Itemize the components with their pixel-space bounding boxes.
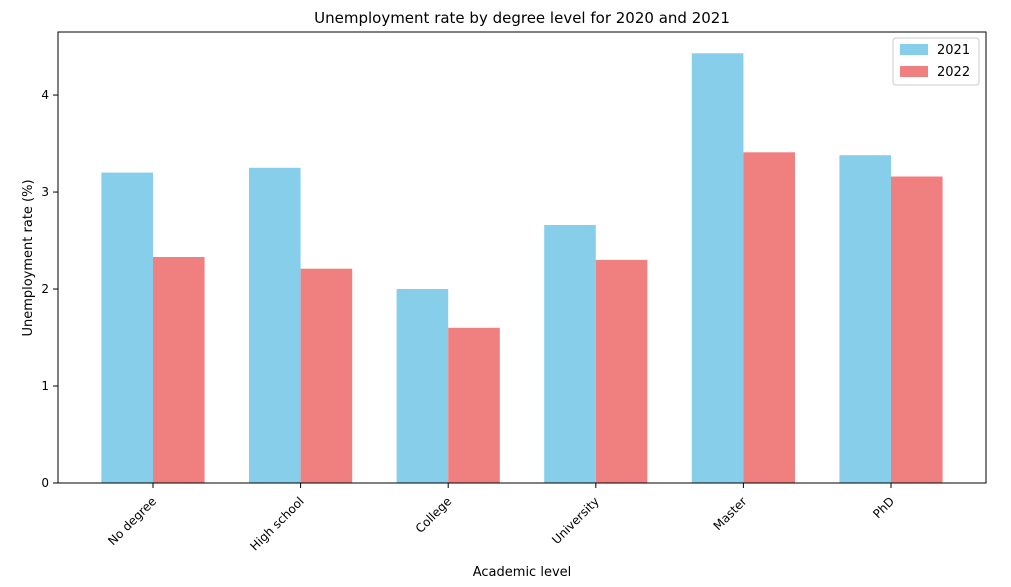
y-tick-label: 2 xyxy=(41,282,49,296)
x-tick-label: High school xyxy=(247,494,306,553)
bar-2022-college xyxy=(448,327,500,483)
x-axis-title: Academic level xyxy=(473,565,572,580)
bar-2021-college xyxy=(396,289,449,483)
y-tick-label: 1 xyxy=(41,379,49,393)
x-tick-label: University xyxy=(549,494,602,547)
x-tick-label: Master xyxy=(711,494,750,533)
legend-swatch xyxy=(900,44,928,55)
bar-2022-no-degree xyxy=(153,257,205,483)
bar-2021-no-degree xyxy=(101,172,153,483)
bar-2021-university xyxy=(544,225,596,483)
bar-2022-high-school xyxy=(300,268,353,483)
bar-2021-master xyxy=(691,53,744,484)
plot-frame xyxy=(57,31,987,484)
x-tick-label: No degree xyxy=(105,494,159,548)
y-axis-ticks: 0 1 2 3 4 xyxy=(41,88,58,490)
x-tick-label: PhD xyxy=(870,494,897,521)
y-tick-label: 0 xyxy=(41,476,49,490)
x-tick-label: College xyxy=(413,494,455,536)
x-axis-ticks: No degree High school College University Mas… xyxy=(105,483,897,554)
chart-title: Unemployment rate by degree level for 20… xyxy=(314,9,730,27)
y-tick-label: 4 xyxy=(41,88,49,102)
y-tick-label: 3 xyxy=(41,185,49,199)
legend: 2021 2022 xyxy=(892,37,980,86)
bars-group xyxy=(101,53,943,484)
bar-2021-high-school xyxy=(249,167,301,484)
legend-label: 2021 xyxy=(937,43,970,58)
legend-label: 2022 xyxy=(937,65,970,80)
y-axis-title: Unemployment rate (%) xyxy=(21,179,36,336)
legend-swatch xyxy=(900,66,928,77)
bar-2022-phd xyxy=(891,176,943,483)
bar-2021-phd xyxy=(839,155,891,483)
bar-2022-master xyxy=(743,152,795,484)
bar-2022-university xyxy=(595,259,648,483)
